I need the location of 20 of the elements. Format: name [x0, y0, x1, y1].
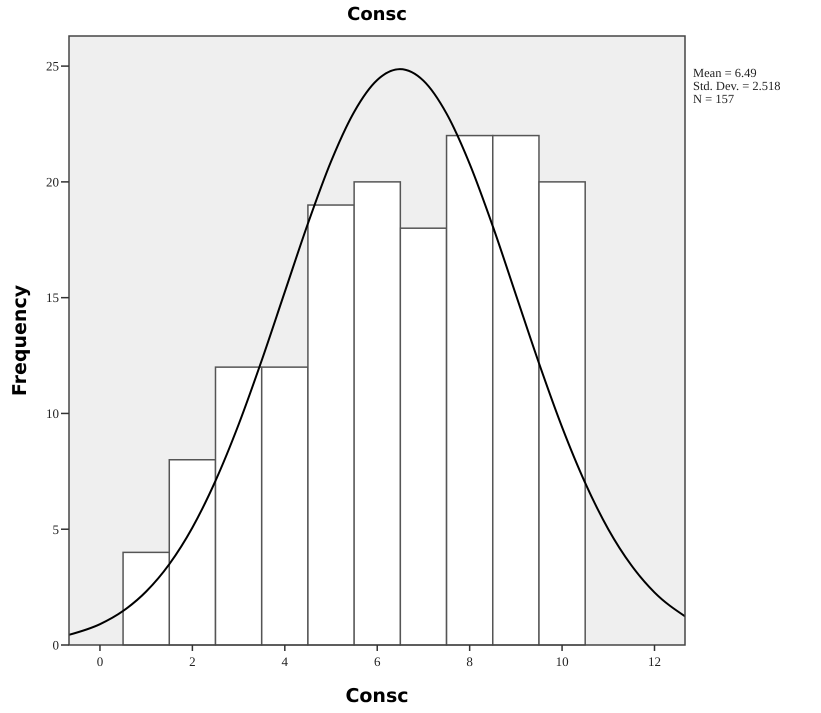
y-tick-label: 20	[46, 174, 59, 190]
text: N = 157	[693, 92, 734, 106]
x-tick-label: 8	[466, 654, 473, 669]
line-series	[68, 68, 686, 636]
y-tick-label: 5	[52, 522, 59, 537]
y-tick-label: 0	[52, 638, 59, 653]
x-tick-label: 0	[96, 654, 104, 669]
y-tick-label: 25	[46, 58, 59, 74]
y-tick-label: 15	[46, 290, 59, 306]
x-tick-label: 6	[374, 654, 381, 669]
y-tick-label: 10	[46, 406, 59, 421]
text: Std. Dev. = 2.518	[693, 79, 780, 93]
y-axis-title: Frequency	[9, 284, 31, 396]
x-tick-label: 2	[189, 654, 196, 669]
chart-title: Consc	[347, 4, 407, 25]
x-tick-label: 12	[648, 654, 661, 669]
x-tick-label: 4	[282, 654, 289, 669]
x-axis-title: Consc	[345, 685, 409, 707]
x-tick-label: 10	[556, 654, 569, 669]
text: Mean = 6.49	[693, 66, 757, 80]
